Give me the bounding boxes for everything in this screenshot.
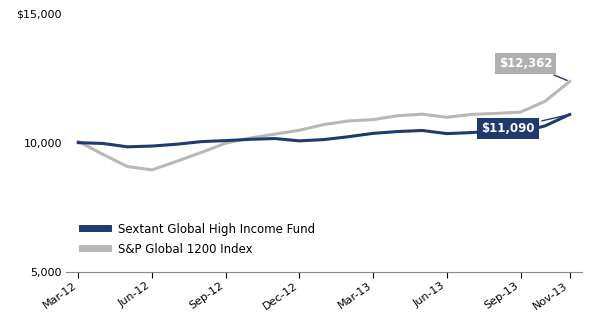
Text: $11,090: $11,090 (482, 115, 567, 135)
Legend: Sextant Global High Income Fund, S&P Global 1200 Index: Sextant Global High Income Fund, S&P Glo… (82, 223, 315, 256)
Text: $12,362: $12,362 (499, 57, 567, 80)
